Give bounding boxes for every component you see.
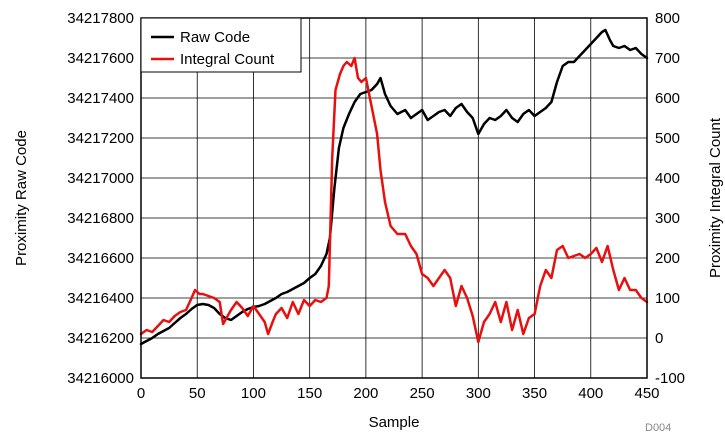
series-line-integral-count — [139, 56, 649, 344]
x-axis-title: Sample — [369, 414, 420, 431]
y-tick-label: 34217000 — [67, 170, 134, 187]
y2-tick-label: -100 — [655, 370, 685, 387]
gridlines — [141, 18, 647, 378]
y-tick-label: 34216000 — [67, 370, 134, 387]
legend: Raw Code Integral Count — [140, 17, 302, 73]
y-tick-label: 34217600 — [67, 50, 134, 67]
legend-label-integral-count: Integral Count — [180, 51, 275, 68]
y-tick-label: 34216400 — [67, 290, 134, 307]
y-tick-label: 34217800 — [67, 10, 134, 27]
x-tick-label: 0 — [137, 385, 145, 402]
y-tick-label: 34217400 — [67, 90, 134, 107]
x-tick-label: 200 — [353, 385, 378, 402]
y2-tick-label: 0 — [655, 330, 663, 347]
legend-box — [140, 17, 302, 73]
y2-tick-label: 800 — [655, 10, 680, 27]
y2-tick-label: 200 — [655, 250, 680, 267]
y-tick-labels: 34216000 34216200 34216400 34216600 34216800… — [67, 10, 134, 387]
y2-tick-labels: -100 0 100 200 300 400 500 600 700 800 — [655, 10, 685, 387]
y2-tick-label: 400 — [655, 170, 680, 187]
figure-id: D004 — [645, 422, 671, 434]
x-tick-label: 300 — [466, 385, 491, 402]
plot-frame — [140, 17, 648, 379]
y-tick-label: 34216200 — [67, 330, 134, 347]
x-tick-label: 150 — [297, 385, 322, 402]
legend-label-raw-code: Raw Code — [180, 29, 250, 46]
y2-tick-label: 500 — [655, 130, 680, 147]
y2-axis-title: Proximity Integral Count — [707, 117, 724, 278]
x-tick-labels: 0 50 100 150 200 250 300 350 400 450 — [137, 385, 660, 402]
y2-tick-label: 100 — [655, 290, 680, 307]
x-tick-label: 100 — [241, 385, 266, 402]
y-tick-label: 34216800 — [67, 210, 134, 227]
y2-tick-label: 300 — [655, 210, 680, 227]
x-tick-label: 400 — [578, 385, 603, 402]
x-tick-label: 450 — [634, 385, 659, 402]
x-tick-label: 50 — [189, 385, 206, 402]
x-tick-label: 250 — [410, 385, 435, 402]
series-layer — [139, 28, 649, 346]
y-axis-title: Proximity Raw Code — [13, 130, 30, 266]
y-tick-label: 34217200 — [67, 130, 134, 147]
y-tick-label: 34216600 — [67, 250, 134, 267]
x-tick-label: 350 — [522, 385, 547, 402]
y2-tick-label: 700 — [655, 50, 680, 67]
y2-tick-label: 600 — [655, 90, 680, 107]
